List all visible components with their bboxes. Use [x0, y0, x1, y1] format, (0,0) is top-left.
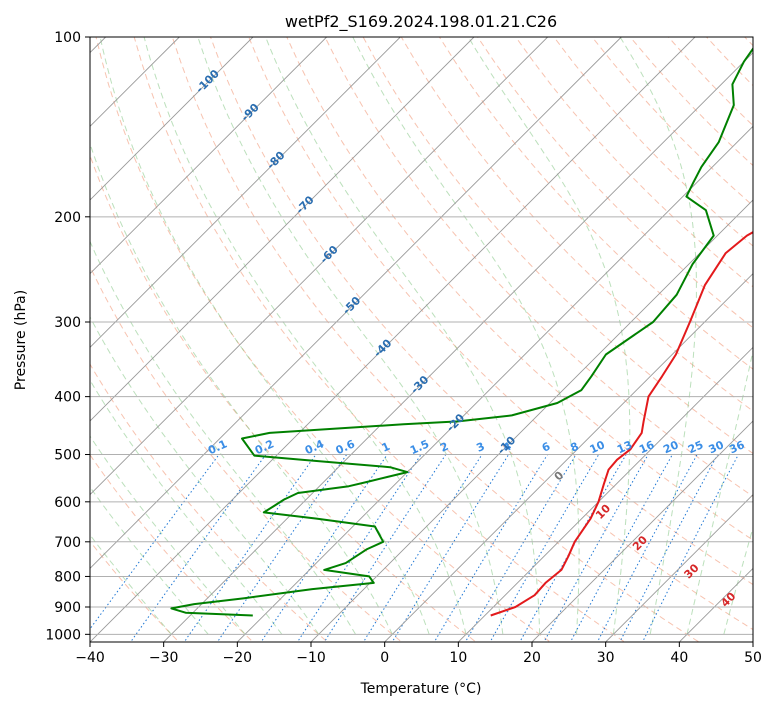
y-tick-label: 900 [54, 600, 81, 616]
x-tick-label: 30 [597, 650, 615, 666]
y-tick-label: 100 [54, 30, 81, 46]
y-tick-label: 1000 [45, 627, 81, 643]
x-tick-label: −10 [296, 650, 326, 666]
y-axis-label: Pressure (hPa) [13, 290, 29, 390]
x-tick-label: 0 [380, 650, 389, 666]
y-tick-label: 700 [54, 535, 81, 551]
x-tick-label: 50 [744, 650, 762, 666]
y-tick-label: 800 [54, 569, 81, 585]
y-tick-label: 200 [54, 210, 81, 226]
y-tick-label: 300 [54, 315, 81, 331]
y-tick-label: 500 [54, 448, 81, 464]
x-tick-label: −20 [223, 650, 253, 666]
y-tick-label: 400 [54, 390, 81, 406]
x-axis-label: Temperature (°C) [360, 681, 482, 697]
y-tick-label: 600 [54, 495, 81, 511]
x-tick-label: 10 [449, 650, 467, 666]
x-tick-label: 40 [670, 650, 688, 666]
x-tick-label: 20 [523, 650, 541, 666]
chart-title: wetPf2_S169.2024.198.01.21.C26 [285, 12, 557, 32]
x-tick-label: −30 [149, 650, 179, 666]
x-tick-label: −40 [75, 650, 105, 666]
